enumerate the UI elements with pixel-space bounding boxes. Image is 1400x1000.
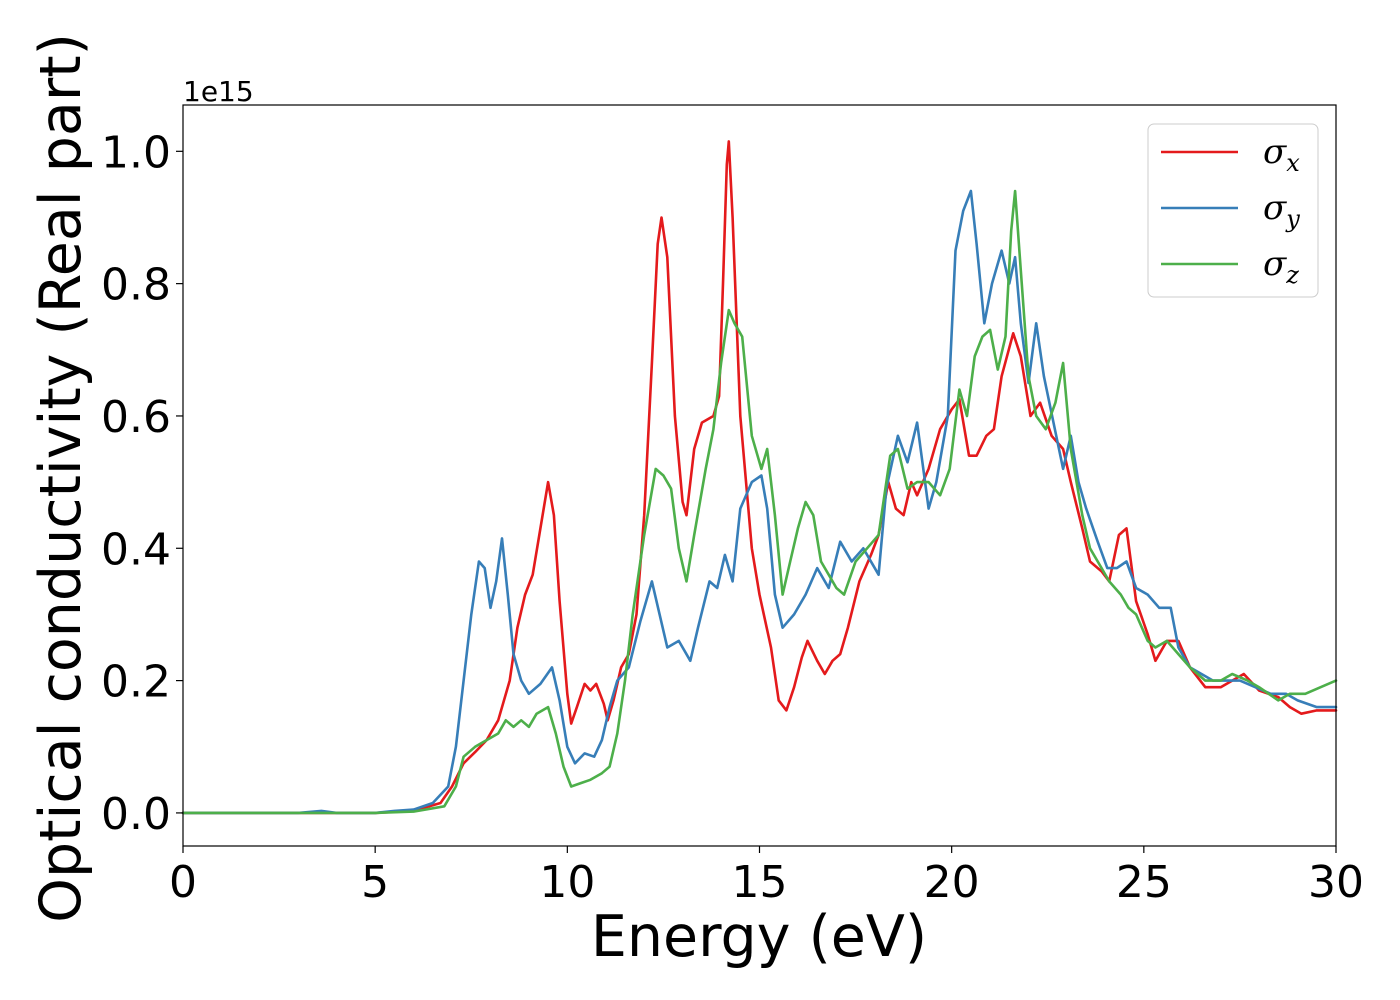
y-tick-label: 1.0 — [101, 127, 171, 178]
series-lines — [181, 140, 1338, 815]
legend-label-y: σy — [1263, 188, 1300, 233]
y-tick-label: 0.8 — [101, 260, 171, 311]
y-tick-label: 0.0 — [101, 789, 171, 840]
y-tick-label: 0.2 — [101, 657, 171, 708]
y-axis: 0.0 0.2 0.4 0.6 0.8 1.0 — [101, 127, 183, 840]
series-line-z — [181, 189, 1338, 815]
y-tick-label: 0.6 — [101, 392, 171, 443]
x-tick-label: 25 — [1116, 857, 1172, 908]
legend-label-z: σz — [1263, 244, 1299, 289]
series-line-y — [181, 189, 1338, 815]
series-line-x — [181, 140, 1338, 815]
x-axis: 0 5 10 15 20 25 30 — [169, 846, 1364, 908]
x-tick-label: 20 — [924, 857, 980, 908]
x-tick-label: 5 — [361, 857, 389, 908]
x-axis-title: Energy (eV) — [591, 904, 927, 970]
legend-label-x: σx — [1263, 132, 1300, 177]
y-tick-label: 0.4 — [101, 524, 171, 575]
x-tick-label: 0 — [169, 857, 197, 908]
y-offset-label: 1e15 — [183, 75, 254, 108]
x-tick-label: 30 — [1308, 857, 1364, 908]
y-axis-title: Optical conductivity (Real part) — [28, 33, 94, 923]
legend: σx σy σz — [1147, 123, 1319, 298]
x-tick-label: 15 — [732, 857, 788, 908]
x-tick-label: 10 — [539, 857, 595, 908]
legend-box — [1147, 123, 1319, 298]
